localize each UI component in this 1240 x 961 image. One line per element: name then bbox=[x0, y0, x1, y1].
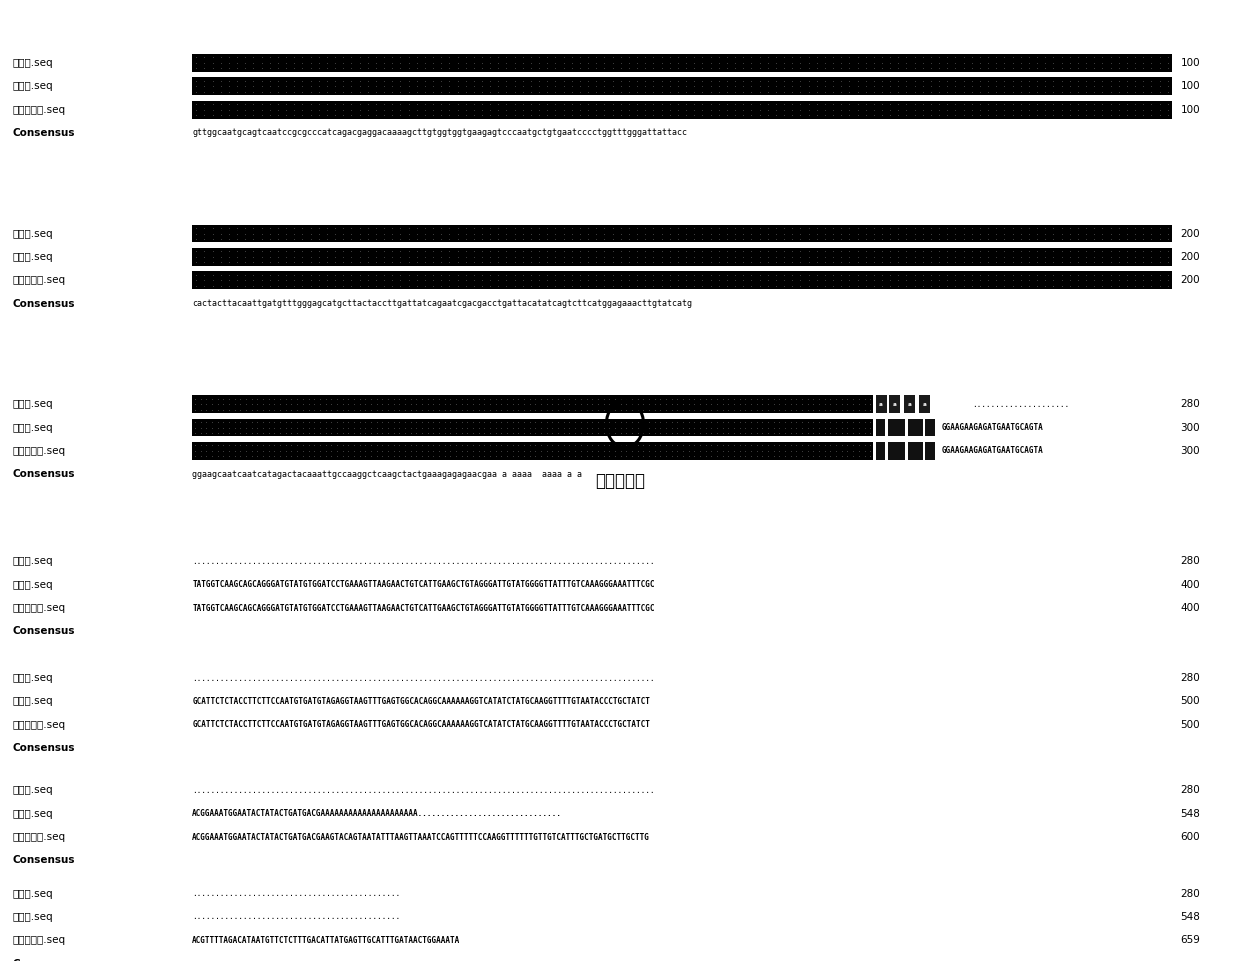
Bar bbox=[192, 419, 873, 436]
Text: Consensus: Consensus bbox=[12, 299, 74, 308]
Text: 200: 200 bbox=[1180, 275, 1200, 285]
Bar bbox=[192, 271, 1172, 289]
Text: cactacttacaattgatgtttgggagcatgcttactaccttgattatcagaatcgacgacctgattacatatcagtcttc: cactacttacaattgatgtttgggagcatgcttactacct… bbox=[192, 299, 692, 308]
Text: GGAAGAAGAGATGAATGCAGTA: GGAAGAAGAGATGAATGCAGTA bbox=[941, 446, 1043, 456]
Text: 转录组序列.seq: 转录组序列.seq bbox=[12, 720, 66, 729]
Text: 500: 500 bbox=[1180, 697, 1200, 706]
Text: 548: 548 bbox=[1180, 809, 1200, 819]
Text: 终止密码子: 终止密码子 bbox=[595, 472, 645, 489]
Text: a: a bbox=[923, 402, 926, 407]
Text: 实验组.seq: 实验组.seq bbox=[12, 423, 53, 432]
Text: 548: 548 bbox=[1180, 912, 1200, 922]
Text: 100: 100 bbox=[1180, 82, 1200, 91]
Text: ACGTTTTAGACATAATGTTCTCTTTGACATTATGAGTTGCATTTGATAACTGGAAATA: ACGTTTTAGACATAATGTTCTCTTTGACATTATGAGTTGC… bbox=[192, 936, 460, 945]
Text: 280: 280 bbox=[1180, 399, 1200, 409]
Text: ACGGAAATGGAATACTATACTGATGACGAAGTACAGTAATATTTAAGTTAAATCCAGTTTTTCCAAGGTTTTTTGTTGTC: ACGGAAATGGAATACTATACTGATGACGAAGTACAGTAAT… bbox=[192, 832, 650, 842]
Text: 100: 100 bbox=[1180, 58, 1200, 68]
Text: GGAAGAAGAGATGAATGCAGTA: GGAAGAAGAGATGAATGCAGTA bbox=[941, 423, 1043, 432]
Text: 实验组.seq: 实验组.seq bbox=[12, 809, 53, 819]
Bar bbox=[888, 419, 898, 436]
Bar bbox=[908, 419, 918, 436]
Text: 实验组.seq: 实验组.seq bbox=[12, 252, 53, 261]
Text: 转录组序列.seq: 转录组序列.seq bbox=[12, 275, 66, 285]
Text: .....................: ..................... bbox=[972, 400, 1069, 408]
Text: 对照组.seq: 对照组.seq bbox=[12, 673, 53, 683]
Text: 280: 280 bbox=[1180, 889, 1200, 899]
Bar bbox=[192, 395, 873, 413]
Text: ggaagcaatcaatcatagactacaaattgccaaggctcaagctactgaaagagagaacgaa a aaaa  aaaa a a: ggaagcaatcaatcatagactacaaattgccaaggctcaa… bbox=[192, 470, 583, 479]
Text: 280: 280 bbox=[1180, 556, 1200, 566]
Text: 转录组序列.seq: 转录组序列.seq bbox=[12, 446, 66, 456]
Text: 280: 280 bbox=[1180, 673, 1200, 683]
Text: .............................................: ........................................… bbox=[192, 889, 401, 899]
Text: a: a bbox=[908, 402, 911, 407]
Text: 300: 300 bbox=[1180, 423, 1200, 432]
Bar bbox=[913, 419, 923, 436]
Text: 659: 659 bbox=[1180, 935, 1200, 946]
Text: GCATTCTCTACCTTCTTCCAATGTGATGTAGAGGTAAGTTTGAGTGGCACAGGCAAAAAAGGTCATATCTATGCAAGGTT: GCATTCTCTACCTTCTTCCAATGTGATGTAGAGGTAAGTT… bbox=[192, 721, 650, 729]
Text: 200: 200 bbox=[1180, 252, 1200, 261]
Bar bbox=[919, 395, 930, 413]
Text: TATGGTCAAGCAGCAGGGATGTATGTGGATCCTGAAAGTTAAGAACTGTCATTGAAGCTGTAGGGATTGTATGGGGTTAT: TATGGTCAAGCAGCAGGGATGTATGTGGATCCTGAAAGTT… bbox=[192, 580, 655, 589]
Text: 实验组.seq: 实验组.seq bbox=[12, 697, 53, 706]
Text: a: a bbox=[893, 402, 897, 407]
Bar bbox=[192, 442, 873, 460]
Text: gttggcaatgcagtcaatccgcgcccatcagacgaggacaaaagcttgtggtggtgaagagtcccaatgctgtgaatccc: gttggcaatgcagtcaatccgcgcccatcagacgaggaca… bbox=[192, 129, 687, 137]
Bar bbox=[192, 225, 1172, 242]
Text: 600: 600 bbox=[1180, 832, 1200, 842]
Bar bbox=[913, 442, 923, 460]
Text: 280: 280 bbox=[1180, 785, 1200, 796]
Bar bbox=[192, 77, 1172, 95]
Text: GCATTCTCTACCTTCTTCCAATGTGATGTAGAGGTAAGTTTGAGTGGCACAGGCAAAAAAGGTCATATCTATGCAAGGTT: GCATTCTCTACCTTCTTCCAATGTGATGTAGAGGTAAGTT… bbox=[192, 697, 650, 706]
Bar bbox=[875, 395, 887, 413]
Text: 实验组.seq: 实验组.seq bbox=[12, 82, 53, 91]
Bar bbox=[192, 54, 1172, 72]
Bar bbox=[875, 442, 885, 460]
Text: Consensus: Consensus bbox=[12, 743, 74, 753]
Text: 对照组.seq: 对照组.seq bbox=[12, 556, 53, 566]
Bar bbox=[889, 395, 900, 413]
Text: 转录组序列.seq: 转录组序列.seq bbox=[12, 935, 66, 946]
Text: 对照组.seq: 对照组.seq bbox=[12, 889, 53, 899]
Bar bbox=[875, 419, 885, 436]
Text: 对照组.seq: 对照组.seq bbox=[12, 785, 53, 796]
Text: 对照组.seq: 对照组.seq bbox=[12, 399, 53, 409]
Text: 对照组.seq: 对照组.seq bbox=[12, 58, 53, 68]
Text: Consensus: Consensus bbox=[12, 959, 74, 961]
Text: ................................................................................: ........................................… bbox=[192, 786, 655, 795]
Text: TATGGTCAAGCAGCAGGGATGTATGTGGATCCTGAAAGTTAAGAACTGTCATTGAAGCTGTAGGGATTGTATGGGGTTAT: TATGGTCAAGCAGCAGGGATGTATGTGGATCCTGAAAGTT… bbox=[192, 604, 655, 612]
Text: 实验组.seq: 实验组.seq bbox=[12, 912, 53, 922]
Text: 100: 100 bbox=[1180, 105, 1200, 114]
Text: 500: 500 bbox=[1180, 720, 1200, 729]
Text: Consensus: Consensus bbox=[12, 627, 74, 636]
Text: ................................................................................: ........................................… bbox=[192, 674, 655, 682]
Bar bbox=[925, 442, 935, 460]
Bar bbox=[895, 442, 905, 460]
Bar bbox=[925, 419, 935, 436]
Text: 对照组.seq: 对照组.seq bbox=[12, 229, 53, 238]
Text: Consensus: Consensus bbox=[12, 128, 74, 138]
Bar bbox=[192, 101, 1172, 118]
Text: 400: 400 bbox=[1180, 579, 1200, 590]
Bar bbox=[888, 442, 898, 460]
Text: 400: 400 bbox=[1180, 604, 1200, 613]
Text: Consensus: Consensus bbox=[12, 855, 74, 866]
Text: a: a bbox=[879, 402, 883, 407]
Text: 200: 200 bbox=[1180, 229, 1200, 238]
Bar bbox=[904, 395, 915, 413]
Text: 转录组序列.seq: 转录组序列.seq bbox=[12, 832, 66, 842]
Text: .............................................: ........................................… bbox=[192, 913, 401, 922]
Bar bbox=[192, 248, 1172, 266]
Text: Consensus: Consensus bbox=[12, 469, 74, 480]
Bar bbox=[895, 419, 905, 436]
Text: 实验组.seq: 实验组.seq bbox=[12, 579, 53, 590]
Text: 300: 300 bbox=[1180, 446, 1200, 456]
Bar bbox=[908, 442, 918, 460]
Text: ACGGAAATGGAATACTATACTGATGACGAAAAAAAAAAAAAAAAAAAAA...............................: ACGGAAATGGAATACTATACTGATGACGAAAAAAAAAAAA… bbox=[192, 809, 562, 818]
Text: 转录组序列.seq: 转录组序列.seq bbox=[12, 105, 66, 114]
Text: 转录组序列.seq: 转录组序列.seq bbox=[12, 604, 66, 613]
Text: ................................................................................: ........................................… bbox=[192, 556, 655, 566]
